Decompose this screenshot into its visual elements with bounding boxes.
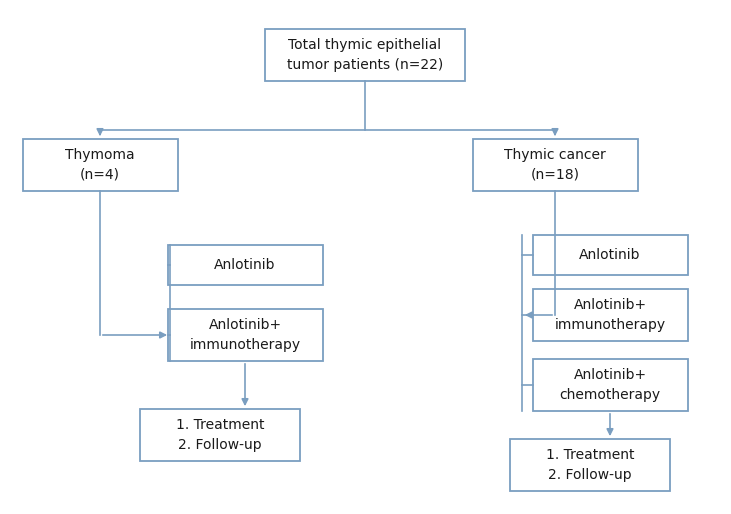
Bar — [532, 359, 687, 411]
Bar — [532, 235, 687, 275]
Text: Thymoma
(n=4): Thymoma (n=4) — [65, 148, 135, 182]
Bar — [167, 245, 322, 285]
Text: Anlotinib: Anlotinib — [579, 248, 641, 262]
Bar — [140, 409, 300, 461]
Text: Anlotinib: Anlotinib — [214, 258, 276, 272]
Bar — [510, 439, 670, 491]
Text: Anlotinib+
immunotherapy: Anlotinib+ immunotherapy — [554, 298, 665, 332]
Text: Anlotinib+
immunotherapy: Anlotinib+ immunotherapy — [189, 318, 300, 352]
Bar — [167, 309, 322, 361]
Bar — [265, 29, 465, 81]
Text: Total thymic epithelial
tumor patients (n=22): Total thymic epithelial tumor patients (… — [287, 38, 443, 72]
Bar — [472, 139, 637, 191]
Bar — [23, 139, 178, 191]
Text: Anlotinib+
chemotherapy: Anlotinib+ chemotherapy — [559, 368, 661, 402]
Text: Thymic cancer
(n=18): Thymic cancer (n=18) — [504, 148, 606, 182]
Text: 1. Treatment
2. Follow-up: 1. Treatment 2. Follow-up — [175, 418, 264, 452]
Text: 1. Treatment
2. Follow-up: 1. Treatment 2. Follow-up — [546, 448, 635, 482]
Bar — [532, 289, 687, 341]
